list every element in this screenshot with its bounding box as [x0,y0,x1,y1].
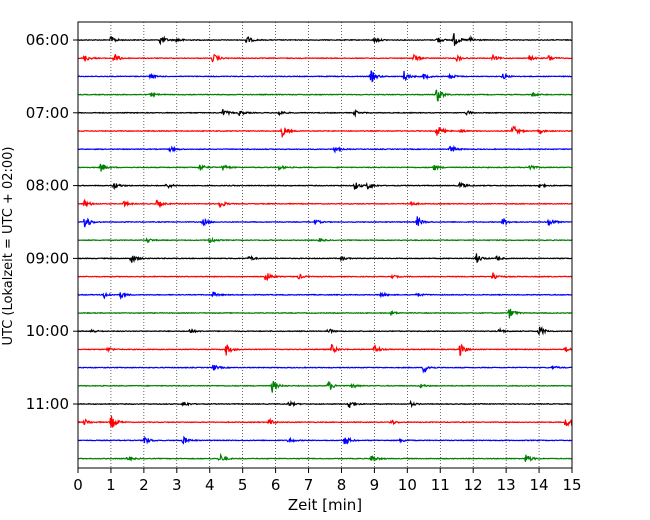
x-tick-label: 10 [398,476,417,494]
trace-1115 [77,415,573,428]
trace-0715 [77,125,573,139]
trace-0745 [77,163,573,172]
trace-0900 [77,253,573,264]
y-tick-label: 11:00 [26,395,69,413]
seismic-traces [77,33,573,462]
trace-1100 [77,399,573,409]
x-tick-label: 12 [464,476,483,494]
x-tick-label: 8 [337,476,347,494]
trace-0830 [77,216,573,228]
x-tick-label: 6 [271,476,281,494]
y-tick-label: 06:00 [26,31,69,49]
x-tick-label: 5 [238,476,248,494]
x-tick-label: 3 [172,476,182,494]
y-tick-label: 09:00 [26,249,69,267]
x-axis-ticks: 0 1 2 3 4 5 6 7 8 9 10 11 12 13 14 15 [73,468,582,494]
trace-0630 [77,70,573,83]
y-tick-label: 08:00 [26,177,69,195]
x-tick-label: 15 [562,476,581,494]
trace-0930 [77,291,573,301]
x-tick-label: 13 [497,476,516,494]
trace-1145 [77,452,573,462]
trace-0800 [77,181,573,191]
trace-1000 [77,326,573,337]
plot-frame [77,21,573,469]
x-tick-label: 11 [431,476,450,494]
x-axis-label: Zeit [min] [288,496,362,514]
trace-1045 [77,380,573,393]
x-tick-label: 2 [139,476,149,494]
x-tick-label: 1 [106,476,116,494]
minute-grid [110,22,540,468]
trace-0730 [77,144,573,154]
trace-0615 [77,53,573,63]
y-tick-label: 10:00 [26,322,69,340]
trace-0815 [77,198,573,209]
x-tick-label: 7 [304,476,314,494]
x-tick-label: 14 [530,476,549,494]
trace-0700 [77,108,573,118]
trace-0915 [77,272,573,281]
trace-0645 [77,89,573,102]
x-tick-label: 0 [73,476,83,494]
y-axis-label: UTC (Lokalzeit = UTC + 02:00) [1,147,16,346]
trace-1030 [77,364,573,374]
trace-1015 [77,343,573,356]
x-tick-label: 4 [205,476,215,494]
trace-0600 [77,33,573,46]
x-tick-label: 9 [370,476,380,494]
y-tick-label: 07:00 [26,104,69,122]
y-axis-ticks: 06:00 07:00 08:00 09:00 10:00 11:00 [26,31,78,413]
trace-0845 [77,236,573,244]
trace-1130 [77,435,573,445]
trace-0945 [77,308,573,319]
